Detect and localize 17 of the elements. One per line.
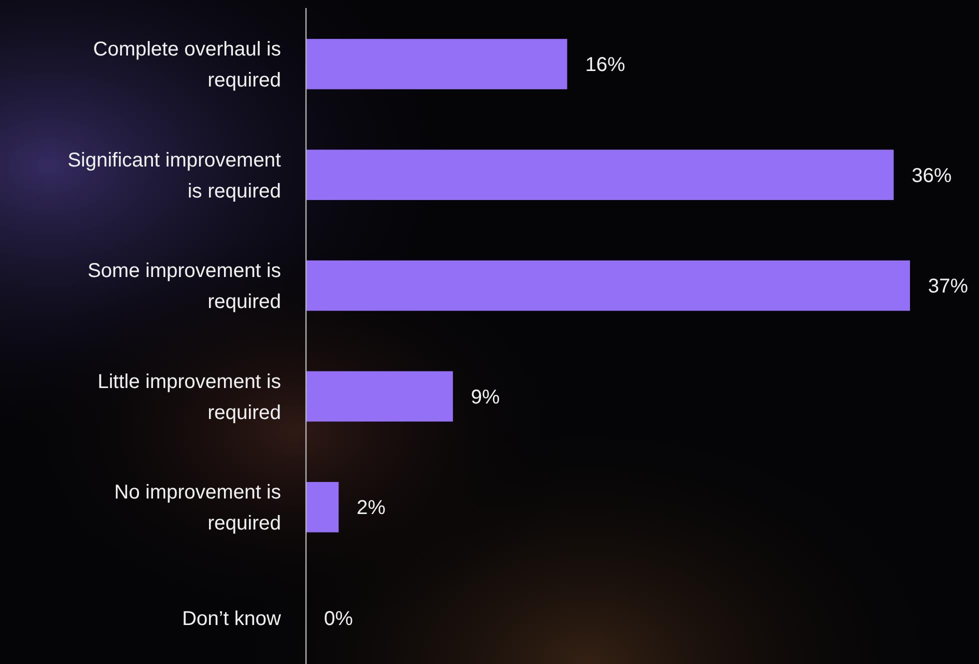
bar [306, 260, 910, 311]
bar [306, 150, 894, 200]
y-tick-label: No improvement is required [114, 482, 281, 535]
y-tick-label: Little improvement is required [98, 370, 281, 424]
bar [306, 371, 453, 422]
data-label: 0% [324, 608, 354, 630]
data-label: 16% [585, 54, 626, 76]
data-label: 36% [912, 164, 952, 187]
y-tick-label: Significant improvement is required [68, 149, 282, 202]
bar [306, 482, 339, 532]
data-label: 2% [356, 497, 386, 520]
y-tick-label: Don’t know [182, 608, 282, 630]
data-label: 37% [928, 276, 968, 298]
bar [306, 38, 568, 90]
y-tick-label: Complete overhaul is required [93, 38, 281, 92]
y-tick-label: Some improvement is required [88, 260, 281, 314]
data-label: 9% [470, 386, 500, 408]
